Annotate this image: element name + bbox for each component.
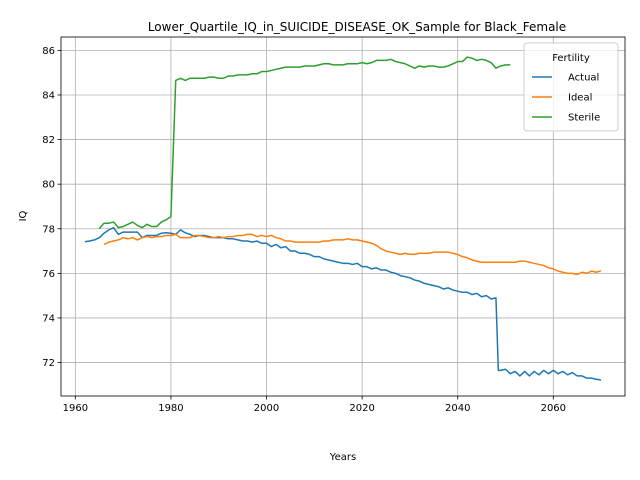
y-tick-label: 86 [42, 46, 55, 57]
x-tick-label: 2060 [541, 403, 566, 414]
x-tick-label: 1980 [158, 403, 183, 414]
x-tick-label: 2000 [254, 403, 279, 414]
x-tick-label: 1960 [63, 403, 88, 414]
series-line-ideal [103, 233, 602, 276]
x-tick-label: 2040 [445, 403, 470, 414]
y-tick-label: 76 [42, 269, 55, 280]
y-tick-label: 72 [42, 358, 55, 369]
x-axis: 1960 1980 2000 2020 2040 2060 [63, 396, 566, 414]
chart-title: Lower_Quartile_IQ_in_SUICIDE_DISEASE_OK_… [148, 20, 566, 34]
plot-frame [60, 36, 626, 397]
legend-box [523, 42, 619, 132]
y-tick-label: 84 [42, 90, 55, 101]
series-line-actual [84, 226, 602, 381]
series-line-sterile [98, 56, 511, 230]
x-axis-label: Years [329, 452, 356, 463]
legend: Fertility Actual Ideal Sterile [523, 42, 619, 132]
legend-label-sterile: Sterile [568, 113, 600, 124]
y-tick-label: 74 [42, 313, 55, 324]
y-tick-label: 82 [42, 135, 55, 146]
y-tick-label: 80 [42, 180, 55, 191]
legend-title: Fertility [552, 53, 590, 64]
grid-lines [61, 37, 625, 396]
y-tick-label: 78 [42, 224, 55, 235]
y-axis: 72 74 76 78 80 82 84 86 [42, 46, 61, 369]
legend-label-actual: Actual [568, 73, 599, 84]
y-axis-label: IQ [18, 210, 29, 221]
x-tick-label: 2020 [349, 403, 374, 414]
legend-label-ideal: Ideal [568, 93, 592, 104]
series-lines [84, 56, 602, 381]
